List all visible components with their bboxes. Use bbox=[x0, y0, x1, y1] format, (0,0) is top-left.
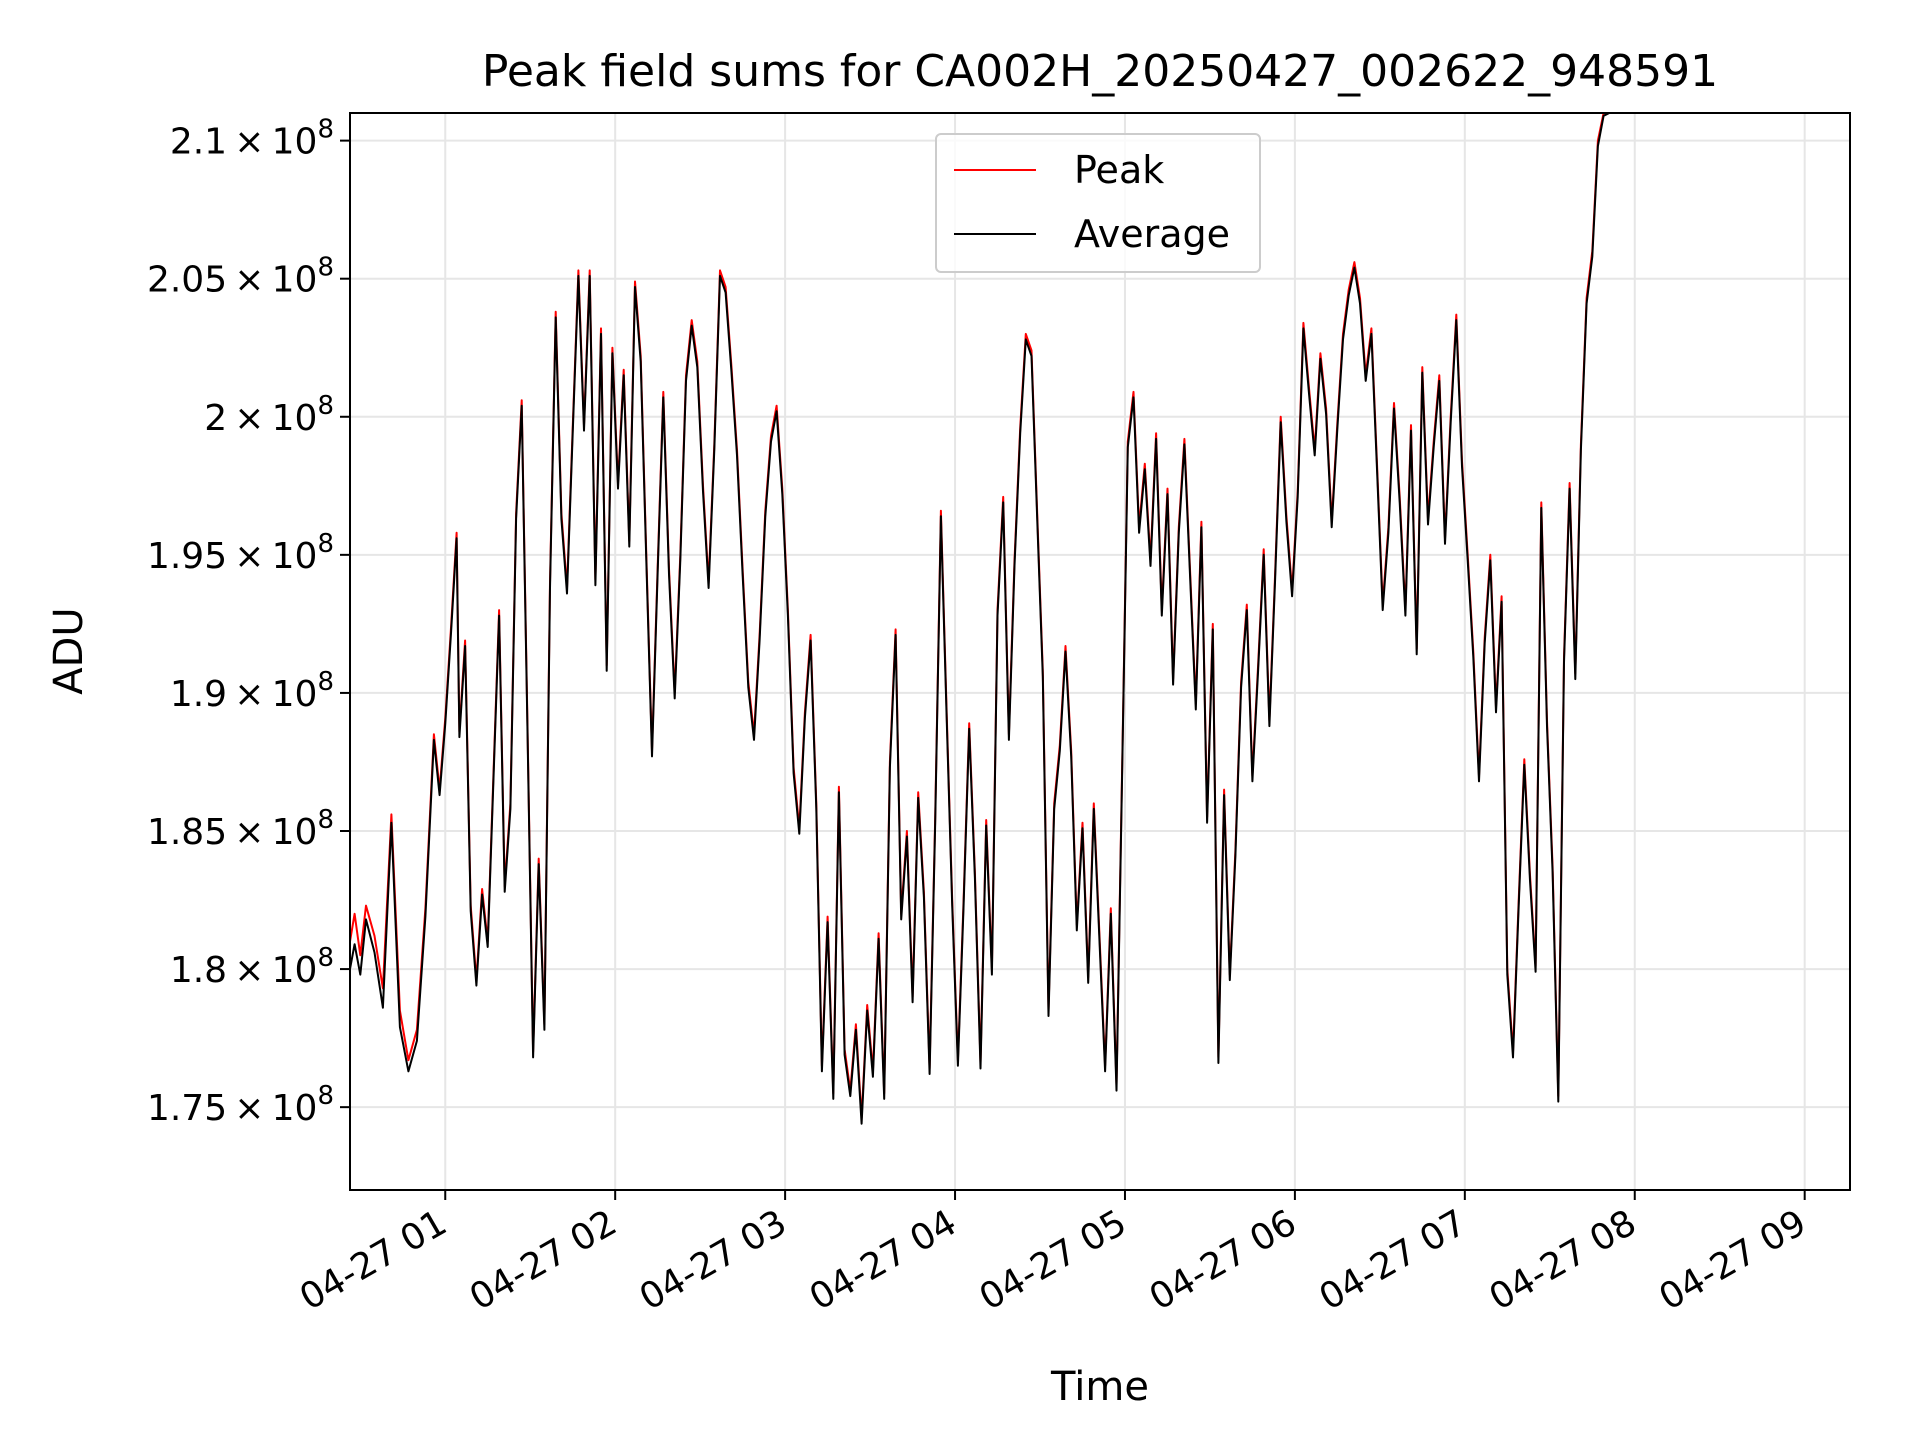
y-tick-mantissa: 1.75 bbox=[147, 1088, 227, 1129]
y-tick-label: 2 × 108 bbox=[204, 391, 334, 439]
y-tick-mantissa: 2.05 bbox=[147, 260, 227, 301]
y-tick-times: × bbox=[227, 812, 272, 853]
y-tick-exponent: 8 bbox=[317, 391, 334, 421]
y-tick-times: × bbox=[227, 674, 272, 715]
series-layer bbox=[350, 113, 1610, 1125]
y-tick-exponent: 8 bbox=[317, 253, 334, 283]
y-tick-times: × bbox=[227, 1088, 272, 1129]
y-tick-mantissa: 1.95 bbox=[147, 536, 227, 577]
x-axis-label: Time bbox=[1050, 1364, 1149, 1410]
y-tick-label: 1.95 × 108 bbox=[147, 529, 334, 577]
y-tick-times: × bbox=[227, 260, 272, 301]
y-tick-base: 10 bbox=[272, 122, 318, 163]
y-tick-mantissa: 2 bbox=[204, 398, 227, 439]
y-tick-exponent: 8 bbox=[317, 805, 334, 835]
y-tick-base: 10 bbox=[272, 260, 318, 301]
y-tick-exponent: 8 bbox=[317, 529, 334, 559]
y-tick-label: 1.85 × 108 bbox=[147, 805, 334, 853]
plot-frame bbox=[349, 112, 1851, 1191]
y-tick-label: 1.75 × 108 bbox=[147, 1081, 334, 1129]
y-tick-mantissa: 1.8 bbox=[170, 950, 227, 991]
legend-label-average: Average bbox=[1074, 212, 1230, 256]
y-tick-base: 10 bbox=[272, 950, 318, 991]
y-tick-base: 10 bbox=[272, 1088, 318, 1129]
y-tick-label: 2.05 × 108 bbox=[147, 253, 334, 301]
y-tick-base: 10 bbox=[272, 812, 318, 853]
legend-label-peak: Peak bbox=[1074, 148, 1164, 192]
legend-box bbox=[935, 133, 1261, 273]
y-tick-times: × bbox=[227, 398, 272, 439]
y-tick-times: × bbox=[227, 122, 272, 163]
y-tick-exponent: 8 bbox=[317, 667, 334, 697]
y-tick-exponent: 8 bbox=[317, 943, 334, 973]
y-tick-mantissa: 1.9 bbox=[170, 674, 227, 715]
y-tick-times: × bbox=[227, 536, 272, 577]
legend: Peak Average bbox=[935, 133, 1261, 273]
y-tick-label: 1.9 × 108 bbox=[170, 667, 334, 715]
y-tick-base: 10 bbox=[272, 398, 318, 439]
chart-title: Peak field sums for CA002H_20250427_0026… bbox=[482, 46, 1718, 97]
y-tick-mantissa: 1.85 bbox=[147, 812, 227, 853]
y-tick-exponent: 8 bbox=[317, 115, 334, 145]
y-axis-label: ADU bbox=[46, 607, 92, 694]
y-tick-base: 10 bbox=[272, 674, 318, 715]
y-tick-label: 1.8 × 108 bbox=[170, 943, 334, 991]
y-tick-mantissa: 2.1 bbox=[170, 122, 227, 163]
y-tick-base: 10 bbox=[272, 536, 318, 577]
y-tick-label: 2.1 × 108 bbox=[170, 115, 334, 163]
y-tick-exponent: 8 bbox=[317, 1081, 334, 1111]
series-line-average bbox=[350, 113, 1610, 1125]
y-tick-times: × bbox=[227, 950, 272, 991]
